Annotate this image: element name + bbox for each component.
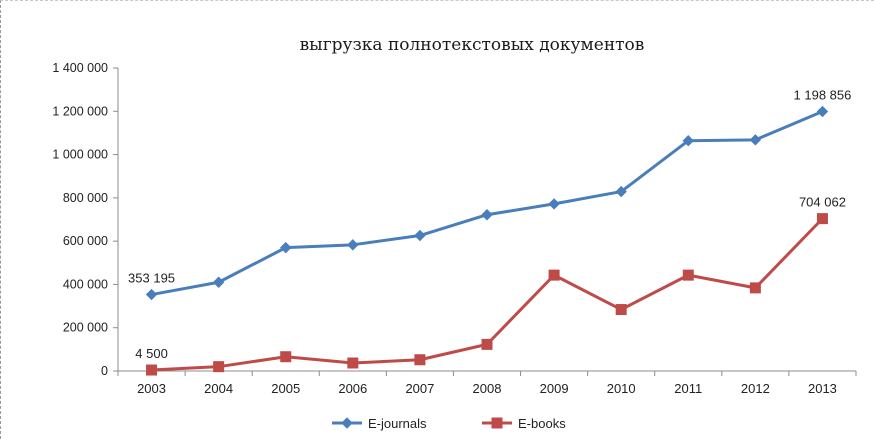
series-e-books — [146, 213, 828, 376]
diamond-marker — [414, 229, 426, 242]
square-marker — [280, 351, 292, 363]
y-tick-label: 600 000 — [63, 234, 108, 248]
x-tick-label: 2010 — [607, 381, 636, 396]
diamond-marker — [341, 417, 353, 429]
y-tick-label: 800 000 — [63, 191, 108, 205]
y-tick-label: 1 200 000 — [52, 104, 108, 118]
x-tick-label: 2009 — [540, 381, 569, 396]
x-tick-label: 2012 — [741, 381, 770, 396]
square-marker — [615, 304, 627, 316]
data-label: 704 062 — [799, 195, 846, 210]
y-tick-label: 1 400 000 — [52, 61, 108, 75]
data-label: 353 195 — [128, 271, 175, 286]
diamond-marker — [145, 288, 158, 301]
x-tick-label: 2005 — [271, 381, 300, 396]
square-marker — [347, 357, 359, 369]
y-tick-label: 1 000 000 — [52, 148, 108, 162]
series-layer — [145, 105, 829, 376]
legend-label: E-journals — [368, 416, 427, 431]
legend: E-journals E-books — [332, 416, 566, 431]
x-tick-label: 2003 — [137, 381, 166, 396]
x-tick-label: 2011 — [674, 381, 702, 396]
square-marker — [491, 417, 503, 429]
diamond-marker — [347, 239, 359, 251]
square-marker — [213, 361, 225, 373]
diamond-marker — [481, 209, 493, 221]
data-label: 1 198 856 — [794, 88, 852, 103]
chart-title: выгрузка полнотекстовых документов — [300, 35, 645, 55]
legend-item: E-books — [482, 416, 566, 431]
square-marker — [414, 354, 426, 366]
y-tick-label: 400 000 — [63, 277, 108, 291]
diamond-marker — [749, 134, 762, 146]
diamond-marker — [816, 105, 829, 118]
legend-label: E-books — [518, 416, 566, 431]
square-marker — [146, 364, 158, 376]
y-tick-label: 200 000 — [63, 321, 108, 335]
axes: 0 200 000 400 000 600 000 800 000 1 000 000 1 … — [52, 61, 857, 396]
square-marker — [816, 213, 828, 225]
diamond-marker — [615, 185, 627, 198]
x-tick-label: 2004 — [204, 381, 233, 396]
square-marker — [481, 338, 493, 350]
legend-item: E-journals — [332, 416, 427, 431]
series-e-journals — [145, 105, 829, 301]
square-marker — [749, 282, 761, 294]
diamond-marker — [682, 135, 694, 147]
diamond-marker — [212, 276, 225, 288]
y-tick-label: 0 — [101, 364, 108, 378]
diamond-marker — [548, 198, 560, 210]
x-tick-label: 2013 — [808, 381, 837, 396]
data-labels: 353 195 1 198 856 4 500 704 062 — [128, 88, 851, 361]
data-label: 4 500 — [135, 346, 168, 361]
x-tick-label: 2007 — [405, 381, 434, 396]
square-marker — [682, 269, 694, 281]
x-tick-label: 2008 — [473, 381, 502, 396]
square-marker — [548, 269, 560, 281]
series-line — [151, 110, 824, 297]
diamond-marker — [280, 241, 292, 254]
x-tick-label: 2006 — [338, 381, 367, 396]
